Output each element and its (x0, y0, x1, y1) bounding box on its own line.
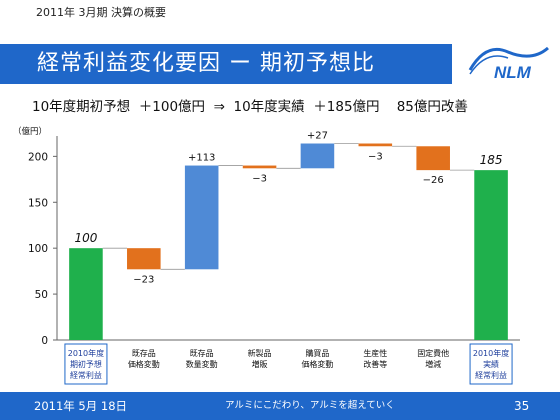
waterfall-bar (474, 170, 508, 340)
slide-title: 経常利益変化要因 ー 期初予想比 (37, 51, 375, 76)
waterfall-bar (300, 143, 335, 169)
category-box (64, 343, 108, 385)
category-box (469, 343, 513, 385)
header-period: 2011年 3月期 決算の概要 (36, 6, 166, 19)
x-category-label: 2010年度 (473, 348, 509, 358)
data-label: −26 (423, 175, 444, 186)
x-category-label: 既存品 (132, 348, 156, 358)
data-label: +27 (307, 131, 328, 142)
company-logo: NLM (464, 40, 552, 84)
x-category-label: 新製品 (248, 348, 272, 358)
x-category-label: 期初予想 (70, 359, 102, 369)
waterfall-bar (358, 143, 393, 147)
waterfall-bar (242, 165, 277, 169)
footer-date: 2011年 5月 18日 (34, 399, 128, 413)
x-category-label: 実績 (483, 359, 499, 369)
data-label: −3 (252, 173, 267, 184)
waterfall-bar (184, 165, 219, 270)
x-category-label: 数量変動 (186, 359, 218, 369)
data-label: −3 (368, 151, 383, 162)
page-number: 35 (514, 399, 530, 413)
waterfall-bar (69, 248, 103, 340)
summary-line: 10年度期初予想 ＋100億円 ⇒ 10年度実績 ＋185億円 85億円改善 (32, 99, 468, 115)
waterfall-bar (127, 248, 161, 270)
y-tick-label: 150 (28, 197, 48, 209)
x-category-label: 価格変動 (128, 359, 160, 369)
waterfall-bar (416, 146, 450, 171)
data-label: 185 (480, 153, 503, 167)
data-label: 100 (74, 231, 97, 245)
x-category-label: 購買品 (305, 348, 329, 358)
x-category-label: 既存品 (190, 348, 214, 358)
x-category-label: 増販 (252, 359, 268, 369)
y-tick-label: 50 (35, 289, 48, 301)
x-category-label: 固定費他 (417, 348, 449, 358)
footer-slogan: アルミにこだわり、アルミを超えていく (225, 400, 395, 411)
data-label: +113 (188, 153, 215, 164)
x-category-label: 改善等 (363, 359, 387, 369)
x-category-label: 2010年度 (68, 348, 104, 358)
title-bar: 経常利益変化要因 ー 期初予想比 (0, 44, 452, 84)
x-category-label: 生産性 (363, 348, 387, 358)
y-tick-label: 100 (28, 243, 48, 255)
x-category-label: 経常利益 (70, 370, 102, 380)
x-category-label: 経常利益 (475, 370, 507, 380)
y-axis-unit: （億円） (13, 126, 47, 137)
y-tick-label: 200 (28, 151, 48, 163)
y-tick-label: 0 (41, 335, 48, 347)
x-category-label: 増減 (425, 359, 441, 369)
data-label: −23 (133, 274, 154, 285)
x-category-label: 価格変動 (301, 359, 333, 369)
logo-text: NLM (494, 63, 532, 82)
footer-bar: 2011年 5月 18日 アルミにこだわり、アルミを超えていく 35 (0, 392, 560, 420)
